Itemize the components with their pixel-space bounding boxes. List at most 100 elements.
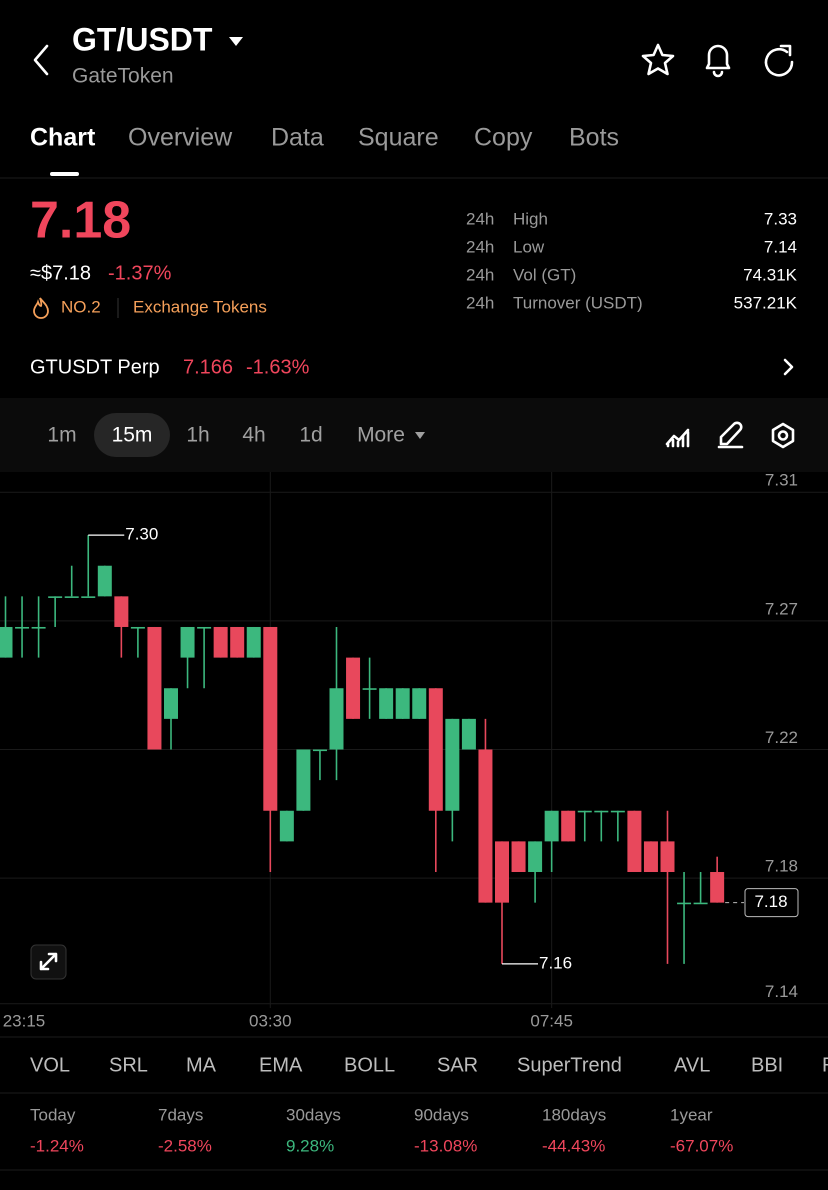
candle-body: [710, 872, 725, 903]
indicator-tab[interactable]: SRL: [109, 1054, 148, 1076]
more-dropdown[interactable]: [415, 432, 425, 439]
performance-value: -67.07%: [670, 1136, 733, 1155]
indicator-tab[interactable]: AVL: [674, 1054, 710, 1076]
candle-body: [561, 810, 576, 842]
performance-label: 7days: [158, 1105, 203, 1124]
tab[interactable]: Data: [271, 124, 324, 152]
indicator-tabs: VOL SRL MA EMA BOLL SAR SuperTrend AVL BBI RSI: [30, 1054, 828, 1076]
indicator-tab[interactable]: EMA: [259, 1054, 303, 1076]
back-button[interactable]: [33, 44, 49, 76]
candle-body: [445, 718, 460, 811]
indicator-tab[interactable]: BBI: [751, 1054, 783, 1076]
active-tab-indicator: [50, 172, 79, 176]
perp-change: -1.63%: [246, 356, 310, 378]
active-interval-pill: [94, 413, 170, 457]
stat-value: 7.14: [764, 237, 797, 256]
stat-period: 24h: [466, 265, 494, 284]
rank: NO.2: [61, 297, 101, 316]
performance-row: Today -1.24% 7days -2.58% 30days 9.28% 90days -…: [30, 1105, 733, 1155]
performance-label: 90days: [414, 1105, 469, 1124]
candle-body: [197, 626, 212, 629]
interval[interactable]: 1m: [47, 424, 76, 447]
perp-name[interactable]: GTUSDT Perp: [30, 356, 160, 378]
extreme-marker-label: 7.16: [539, 953, 572, 972]
pair-dropdown[interactable]: [229, 37, 243, 46]
tab[interactable]: Bots: [569, 124, 619, 152]
candle-body: [610, 810, 625, 813]
stat-period: 24h: [466, 293, 494, 312]
y-tick-label: 7.31: [765, 471, 798, 490]
performance-value: -2.58%: [158, 1136, 212, 1155]
candle-body: [180, 626, 195, 658]
candle-body: [81, 596, 96, 598]
stat-value: 537.21K: [734, 293, 798, 312]
usd-price: ≈$7.18: [30, 262, 91, 284]
candle-body: [693, 902, 708, 905]
tab[interactable]: Overview: [128, 124, 233, 152]
favorite-button[interactable]: [641, 43, 675, 76]
perp-price: 7.166: [183, 356, 233, 378]
last-price-label: 7.18: [754, 892, 787, 911]
performance-value: -44.43%: [542, 1136, 605, 1155]
candle-body: [114, 596, 129, 627]
alert-button[interactable]: [705, 44, 731, 78]
pair-title[interactable]: GT/USDT: [72, 21, 213, 57]
candle-body: [230, 626, 245, 658]
candle-body: [495, 841, 509, 903]
x-tick-label: 23:15: [3, 1011, 46, 1030]
indicator-tab[interactable]: BOLL: [344, 1054, 395, 1076]
interval-bar: 1m 15m 1h 4h 1d More: [47, 424, 405, 447]
candle-body: [15, 626, 30, 629]
performance-label: Today: [30, 1105, 76, 1124]
category[interactable]: Exchange Tokens: [133, 297, 267, 316]
interval[interactable]: 15m: [112, 424, 153, 447]
stat-value: 7.33: [764, 209, 797, 228]
indicator-tab[interactable]: VOL: [30, 1054, 70, 1076]
last-price-box: [744, 888, 799, 918]
price-change: -1.37%: [108, 262, 172, 284]
tab-bar: Chart Overview Data Square Copy Bots: [30, 124, 619, 152]
interval[interactable]: 1d: [299, 424, 322, 447]
candle-body: [660, 841, 675, 873]
indicator-tab[interactable]: MA: [186, 1054, 217, 1076]
indicator-button[interactable]: [665, 428, 690, 448]
candle-body: [312, 749, 327, 752]
stats-panel: 24h High 7.33 24h Low 7.14 24h Vol (GT) 74.31K 24…: [466, 209, 798, 312]
y-tick-label: 7.22: [765, 728, 798, 747]
interval[interactable]: 1h: [186, 424, 209, 447]
fullscreen-icon: [39, 952, 58, 971]
candle-body: [511, 841, 526, 873]
stat-value: 74.31K: [743, 265, 798, 284]
performance-label: 30days: [286, 1105, 341, 1124]
candle-body: [379, 688, 394, 719]
interval[interactable]: 4h: [242, 424, 265, 447]
tab[interactable]: Square: [358, 124, 439, 152]
candle-body: [594, 810, 609, 813]
indicator-tab[interactable]: RSI: [822, 1054, 828, 1076]
candle-body: [31, 626, 46, 629]
indicator-tab[interactable]: SuperTrend: [517, 1054, 622, 1076]
share-button[interactable]: [764, 44, 794, 77]
perp-chevron[interactable]: [783, 358, 794, 376]
candle-body: [130, 626, 145, 629]
interval[interactable]: More: [357, 424, 405, 447]
candlestick-chart: 7.31 7.27 7.22 7.18 7.14 23:15 03:30 07:45 7.30 7…: [0, 471, 828, 1030]
pair-subtitle: GateToken: [72, 65, 174, 88]
x-tick-label: 03:30: [249, 1011, 292, 1030]
candle-body: [0, 626, 13, 658]
candle-body: [428, 688, 443, 811]
candle-body: [544, 810, 559, 842]
draw-button[interactable]: [717, 421, 744, 449]
indicator-tab[interactable]: SAR: [437, 1054, 478, 1076]
tab[interactable]: Chart: [30, 124, 96, 152]
extreme-marker-label: 7.30: [125, 525, 158, 544]
settings-button[interactable]: [771, 422, 795, 449]
candle-body: [461, 718, 476, 750]
candle-body: [362, 688, 377, 690]
tab[interactable]: Copy: [474, 124, 533, 152]
stat-period: 24h: [466, 209, 494, 228]
stat-label: Turnover (USDT): [513, 293, 643, 312]
settings-button-center: [777, 430, 789, 441]
